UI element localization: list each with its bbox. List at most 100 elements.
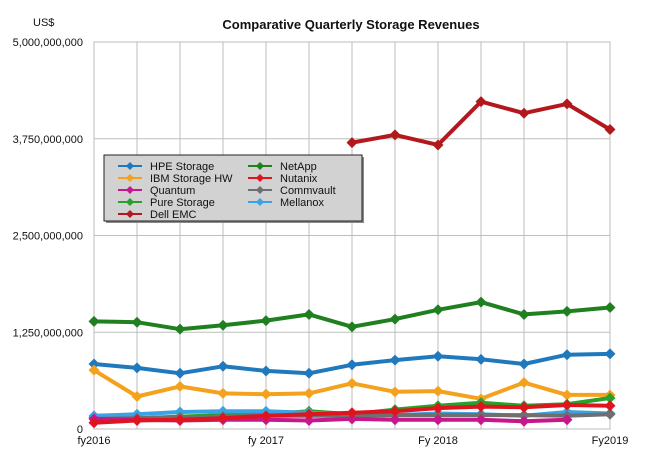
x-axis-ticks: fy2016 fy 2017 Fy 2018 Fy2019 (77, 435, 628, 447)
data-point-nutanix (346, 407, 358, 419)
legend-swatch-marker (256, 162, 264, 170)
data-point-quantum (518, 415, 530, 427)
data-point-ibm-storage-hw (88, 364, 100, 376)
data-point-hpe-storage (389, 354, 401, 366)
data-point-quantum (346, 413, 358, 425)
legend-label: Nutanix (280, 173, 318, 185)
y-tick-label: 5,000,000,000 (13, 37, 83, 49)
legend-swatch-marker (126, 174, 134, 182)
legend-label: Dell EMC (150, 209, 197, 221)
data-point-quantum (389, 414, 401, 426)
data-point-netapp (174, 323, 186, 335)
data-point-ibm-storage-hw (174, 380, 186, 392)
data-point-ibm-storage-hw (518, 377, 530, 389)
series-hpe-storage (88, 348, 616, 379)
data-point-hpe-storage (432, 350, 444, 362)
data-point-dell-emc (432, 139, 444, 151)
series-nutanix (88, 399, 616, 429)
legend-label: Mellanox (280, 197, 325, 209)
data-point-ibm-storage-hw (389, 386, 401, 398)
x-tick-label: Fy 2018 (418, 435, 458, 447)
data-point-nutanix (88, 417, 100, 429)
data-point-netapp (303, 308, 315, 320)
data-point-netapp (389, 313, 401, 325)
y-axis-unit-label: US$ (33, 17, 54, 29)
data-point-nutanix (389, 405, 401, 417)
legend-label: Commvault (280, 185, 336, 197)
data-point-quantum (475, 414, 487, 426)
data-point-netapp (432, 304, 444, 316)
data-point-hpe-storage (174, 367, 186, 379)
data-point-ibm-storage-hw (260, 388, 272, 400)
legend-swatch-marker (256, 174, 264, 182)
data-point-nutanix (475, 401, 487, 413)
legend-label: Pure Storage (150, 197, 215, 209)
data-point-nutanix (260, 410, 272, 422)
series-dell-emc (346, 96, 616, 151)
data-point-hpe-storage (88, 358, 100, 370)
x-tick-label: fy 2017 (248, 435, 284, 447)
data-point-ibm-storage-hw (346, 377, 358, 389)
data-point-quantum (432, 414, 444, 426)
data-point-netapp (518, 308, 530, 320)
data-point-hpe-storage (518, 358, 530, 370)
data-point-commvault (604, 408, 616, 420)
data-point-dell-emc (518, 107, 530, 119)
data-point-dell-emc (475, 96, 487, 108)
legend-label: Quantum (150, 185, 195, 197)
data-point-hpe-storage (303, 367, 315, 379)
y-tick-label: 0 (77, 424, 83, 436)
data-point-nutanix (303, 408, 315, 420)
data-point-ibm-storage-hw (432, 385, 444, 397)
legend-swatch-marker (256, 198, 264, 206)
y-tick-label: 3,750,000,000 (13, 134, 83, 146)
legend: HPE Storage NetApp IBM Storage HW Nutanix Qu… (103, 154, 364, 223)
data-point-hpe-storage (260, 365, 272, 377)
legend-box (103, 154, 363, 222)
data-point-nutanix (131, 414, 143, 426)
x-tick-label: fy2016 (77, 435, 110, 447)
legend-swatch-marker (126, 186, 134, 194)
data-point-quantum (561, 414, 573, 426)
legend-label: NetApp (280, 161, 317, 173)
data-point-netapp (217, 319, 229, 331)
data-point-quantum (303, 414, 315, 426)
legend-swatch-marker (126, 210, 134, 218)
data-point-ibm-storage-hw (303, 387, 315, 399)
data-point-hpe-storage (561, 349, 573, 361)
data-point-hpe-storage (131, 362, 143, 374)
legend-swatch-marker (126, 162, 134, 170)
data-point-hpe-storage (346, 359, 358, 371)
data-point-dell-emc (346, 137, 358, 149)
data-point-pure-storage (604, 392, 616, 404)
series-netapp (88, 296, 616, 335)
data-point-ibm-storage-hw (131, 390, 143, 402)
data-point-nutanix (518, 401, 530, 413)
data-point-hpe-storage (217, 360, 229, 372)
data-point-dell-emc (389, 129, 401, 141)
data-point-hpe-storage (604, 348, 616, 360)
data-point-commvault (518, 409, 530, 421)
data-point-ibm-storage-hw (561, 389, 573, 401)
legend-swatch-marker (126, 198, 134, 206)
data-point-netapp (131, 316, 143, 328)
legend-swatch-marker (256, 186, 264, 194)
data-point-nutanix (604, 400, 616, 412)
data-point-netapp (88, 315, 100, 327)
data-point-netapp (346, 321, 358, 333)
data-point-ibm-storage-hw (217, 387, 229, 399)
legend-label: HPE Storage (150, 161, 214, 173)
legend-label: IBM Storage HW (150, 173, 233, 185)
data-point-nutanix (432, 402, 444, 414)
data-point-nutanix (561, 399, 573, 411)
data-point-netapp (260, 315, 272, 327)
y-tick-label: 1,250,000,000 (13, 327, 83, 339)
data-point-netapp (561, 305, 573, 317)
data-point-netapp (475, 296, 487, 308)
x-tick-label: Fy2019 (592, 435, 629, 447)
data-point-hpe-storage (475, 353, 487, 365)
y-axis-ticks: 0 1,250,000,000 2,500,000,000 3,750,000,000… (13, 37, 83, 436)
series-lines (88, 96, 616, 429)
data-point-nutanix (217, 412, 229, 424)
